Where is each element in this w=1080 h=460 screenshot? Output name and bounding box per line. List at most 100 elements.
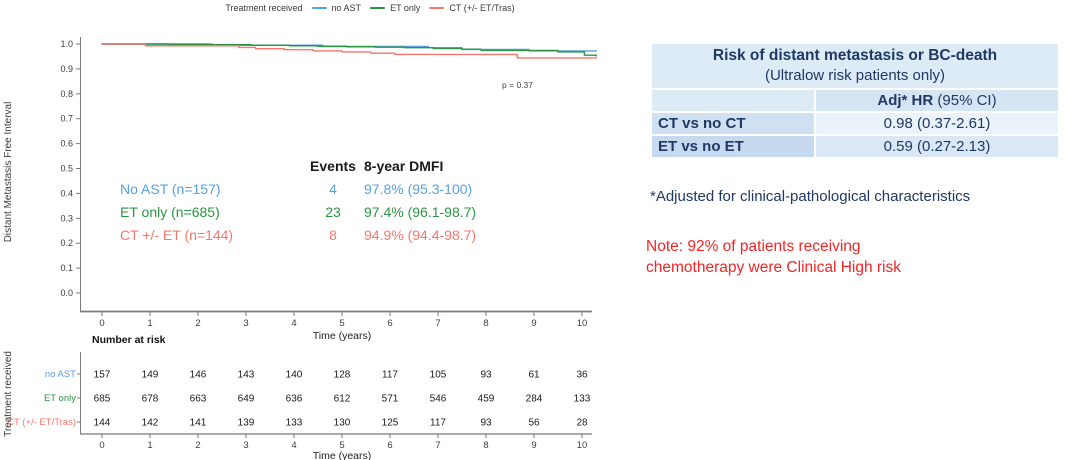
risk-count: 117 — [382, 370, 398, 381]
legend-line-swatch — [311, 7, 327, 9]
risk-count: 93 — [480, 370, 492, 381]
risk-count: 130 — [334, 418, 351, 429]
risk-count: 139 — [238, 418, 255, 429]
risk-x-tick-label: 1 — [147, 440, 152, 451]
risk-table-title: Number at risk — [92, 334, 166, 346]
events-row-dmfi: 97.4% (96.1-98.7) — [364, 204, 477, 220]
legend-item: CT (+/- ET/Tras) — [429, 3, 515, 13]
risk-count: 571 — [382, 394, 399, 405]
km-curve — [101, 43, 598, 57]
risk-x-tick-label: 10 — [577, 440, 588, 451]
legend-line-swatch — [429, 7, 445, 9]
risk-count: 649 — [238, 394, 255, 405]
risk-count: 685 — [94, 394, 111, 405]
y-tick-label: 0.8 — [60, 89, 73, 99]
risk-x-tick-label: 0 — [99, 440, 104, 451]
y-axis-label: Distant Metastasis Free Interval — [3, 102, 14, 243]
events-row-label: CT +/- ET (n=144) — [120, 227, 234, 243]
x-tick-label: 2 — [195, 318, 200, 329]
x-tick-label: 6 — [387, 318, 392, 329]
events-row-count: 8 — [329, 227, 337, 243]
risk-count: 146 — [190, 370, 207, 381]
hr-header-blank-cell — [650, 87, 816, 113]
risk-x-tick-label: 9 — [531, 440, 536, 451]
risk-row-label: CT (+/- ET/Tras) — [7, 417, 76, 428]
risk-count: 157 — [94, 370, 111, 381]
x-tick-label: 4 — [291, 318, 296, 329]
x-tick-label: 1 — [147, 318, 152, 329]
x-tick-label: 7 — [435, 318, 440, 329]
events-header: Events — [310, 158, 356, 174]
y-tick-label: 0.9 — [60, 64, 73, 74]
risk-count: 144 — [94, 418, 111, 429]
legend-item-label: no AST — [331, 3, 362, 13]
risk-x-tick-label: 6 — [387, 440, 392, 451]
risk-count: 133 — [286, 418, 303, 429]
hr-row-label: CT vs no CT — [650, 110, 816, 136]
plot-legend: Treatment received no AST ET only CT (+/- … — [120, 3, 620, 13]
events-row-count: 4 — [329, 181, 337, 197]
y-tick-label: 0.4 — [60, 188, 73, 198]
risk-row-label: no AST — [45, 369, 76, 380]
adjustment-footnote: *Adjusted for clinical-pathological char… — [650, 188, 971, 205]
chemo-note: Note: 92% of patients receiving chemothe… — [646, 236, 901, 278]
risk-count: 36 — [576, 370, 588, 381]
risk-count: 612 — [334, 394, 351, 405]
km-curve — [101, 43, 598, 59]
x-tick-label: 3 — [243, 318, 248, 329]
chemo-note-line: chemotherapy were Clinical High risk — [646, 259, 901, 276]
events-row-dmfi: 94.9% (94.4-98.7) — [364, 227, 477, 243]
events-row-count: 23 — [325, 204, 341, 220]
x-tick-label: 8 — [483, 318, 488, 329]
risk-count: 56 — [528, 418, 540, 429]
risk-count: 143 — [238, 370, 255, 381]
risk-count: 284 — [526, 394, 543, 405]
risk-x-tick-label: 4 — [291, 440, 296, 451]
risk-count: 142 — [142, 418, 159, 429]
x-tick-label: 0 — [99, 318, 104, 329]
events-row-label: ET only (n=685) — [120, 204, 220, 220]
risk-count: 93 — [480, 418, 492, 429]
y-tick-label: 0.3 — [60, 213, 73, 223]
hr-row-value: 0.59 (0.27-2.13) — [814, 133, 1060, 159]
risk-count: 28 — [576, 418, 588, 429]
legend-item: ET only — [370, 3, 420, 13]
risk-count: 636 — [286, 394, 303, 405]
events-header-blank — [120, 155, 306, 178]
risk-x-tick-label: 5 — [339, 440, 344, 451]
risk-x-tick-label: 2 — [195, 440, 200, 451]
y-tick-label: 0.7 — [60, 114, 73, 124]
risk-x-tick-label: 7 — [435, 440, 440, 451]
x-tick-label: 9 — [531, 318, 536, 329]
hr-header-bold: Adj* HR — [877, 91, 934, 109]
events-row-dmfi: 97.8% (95.3-100) — [364, 181, 473, 197]
risk-count: 663 — [190, 394, 207, 405]
hr-row-value: 0.98 (0.37-2.61) — [814, 110, 1060, 136]
hr-table-subtitle: (Ultralow risk patients only) — [764, 67, 946, 85]
risk-x-tick-label: 3 — [243, 440, 248, 451]
y-tick-label: 0.0 — [60, 288, 73, 298]
legend-item-label: CT (+/- ET/Tras) — [449, 3, 515, 13]
km-figure: 1.00.90.80.70.60.50.40.30.20.10.00 1 2 3 4 5 6… — [3, 37, 598, 460]
hr-header-cell: Adj* HR (95% CI) — [814, 87, 1060, 113]
hr-row-label: ET vs no ET — [650, 133, 816, 159]
hr-table-title-row: Risk of distant metastasis or BC-death (… — [650, 42, 1060, 90]
risk-count: 459 — [478, 394, 495, 405]
risk-count: 128 — [334, 370, 351, 381]
table-row: CT vs no CT 0.98 (0.37-2.61) — [650, 110, 1060, 136]
risk-count: 149 — [142, 370, 159, 381]
risk-axis-label: Treatment received — [3, 351, 14, 437]
x-axis-label: Time (years) — [313, 330, 372, 342]
y-tick-label: 0.2 — [60, 238, 73, 248]
x-tick-label: 10 — [577, 318, 588, 329]
p-value: p = 0.37 — [502, 80, 533, 90]
hr-table-title: Risk of distant metastasis or BC-death — [712, 47, 998, 64]
hr-table-header-row: Adj* HR (95% CI) — [650, 87, 1060, 113]
legend-line-swatch — [370, 7, 386, 9]
hr-table: Risk of distant metastasis or BC-death (… — [650, 42, 1060, 159]
y-tick-label: 0.5 — [60, 164, 73, 174]
risk-x-tick-label: 8 — [483, 440, 488, 451]
risk-count: 105 — [430, 370, 447, 381]
table-row: ET vs no ET 0.59 (0.27-2.13) — [650, 133, 1060, 159]
